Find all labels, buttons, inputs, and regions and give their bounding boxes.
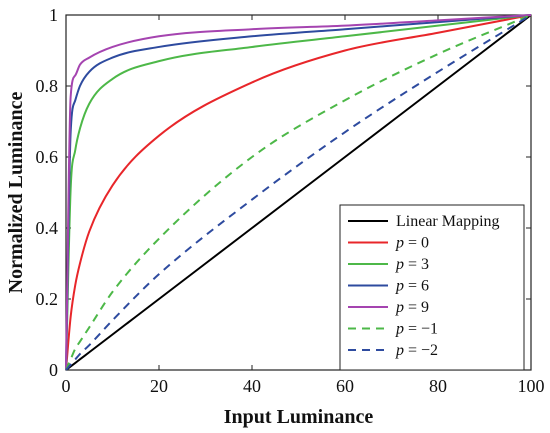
x-tick-label: 0 xyxy=(62,376,71,396)
series-line-2 xyxy=(65,14,532,371)
legend: Linear Mapping p = 0 p = 3 p = 6 p = 9 p = −1… xyxy=(339,204,525,371)
x-axis-label: Input Luminance xyxy=(224,406,374,428)
legend-label: p = 6 xyxy=(395,278,429,295)
y-axis-label: Normalized Luminance xyxy=(5,92,27,294)
plot-frame xyxy=(65,14,532,371)
series-line-4 xyxy=(65,14,532,371)
y-tick-label: 1 xyxy=(49,5,58,25)
x-tick-label: 20 xyxy=(150,376,168,396)
legend-label: p = −2 xyxy=(395,342,438,359)
series-line-6 xyxy=(65,14,532,371)
series-line-3 xyxy=(65,14,532,371)
x-tick-label: 60 xyxy=(336,376,354,396)
y-tick-label: 0.4 xyxy=(36,218,59,238)
axes: 0 20 40 60 80 100 0 0.2 0.4 0.6 0.8 1 xyxy=(36,5,545,396)
legend-label: p = 3 xyxy=(395,256,429,273)
x-tick-label: 80 xyxy=(429,376,447,396)
series-line-5 xyxy=(65,14,532,371)
x-tick-label: 100 xyxy=(518,376,545,396)
y-tick-label: 0.2 xyxy=(36,289,59,309)
legend-label: p = 0 xyxy=(395,235,429,252)
series-lines xyxy=(65,14,532,371)
x-tick-label: 40 xyxy=(243,376,261,396)
legend-label: p = −1 xyxy=(395,321,438,338)
series-line-1 xyxy=(65,14,532,371)
legend-label: p = 9 xyxy=(395,299,429,316)
legend-box xyxy=(339,204,525,371)
y-tick-label: 0.8 xyxy=(36,76,59,96)
legend-label: Linear Mapping xyxy=(396,213,500,230)
y-tick-label: 0 xyxy=(49,360,58,380)
y-tick-label: 0.6 xyxy=(36,147,59,167)
